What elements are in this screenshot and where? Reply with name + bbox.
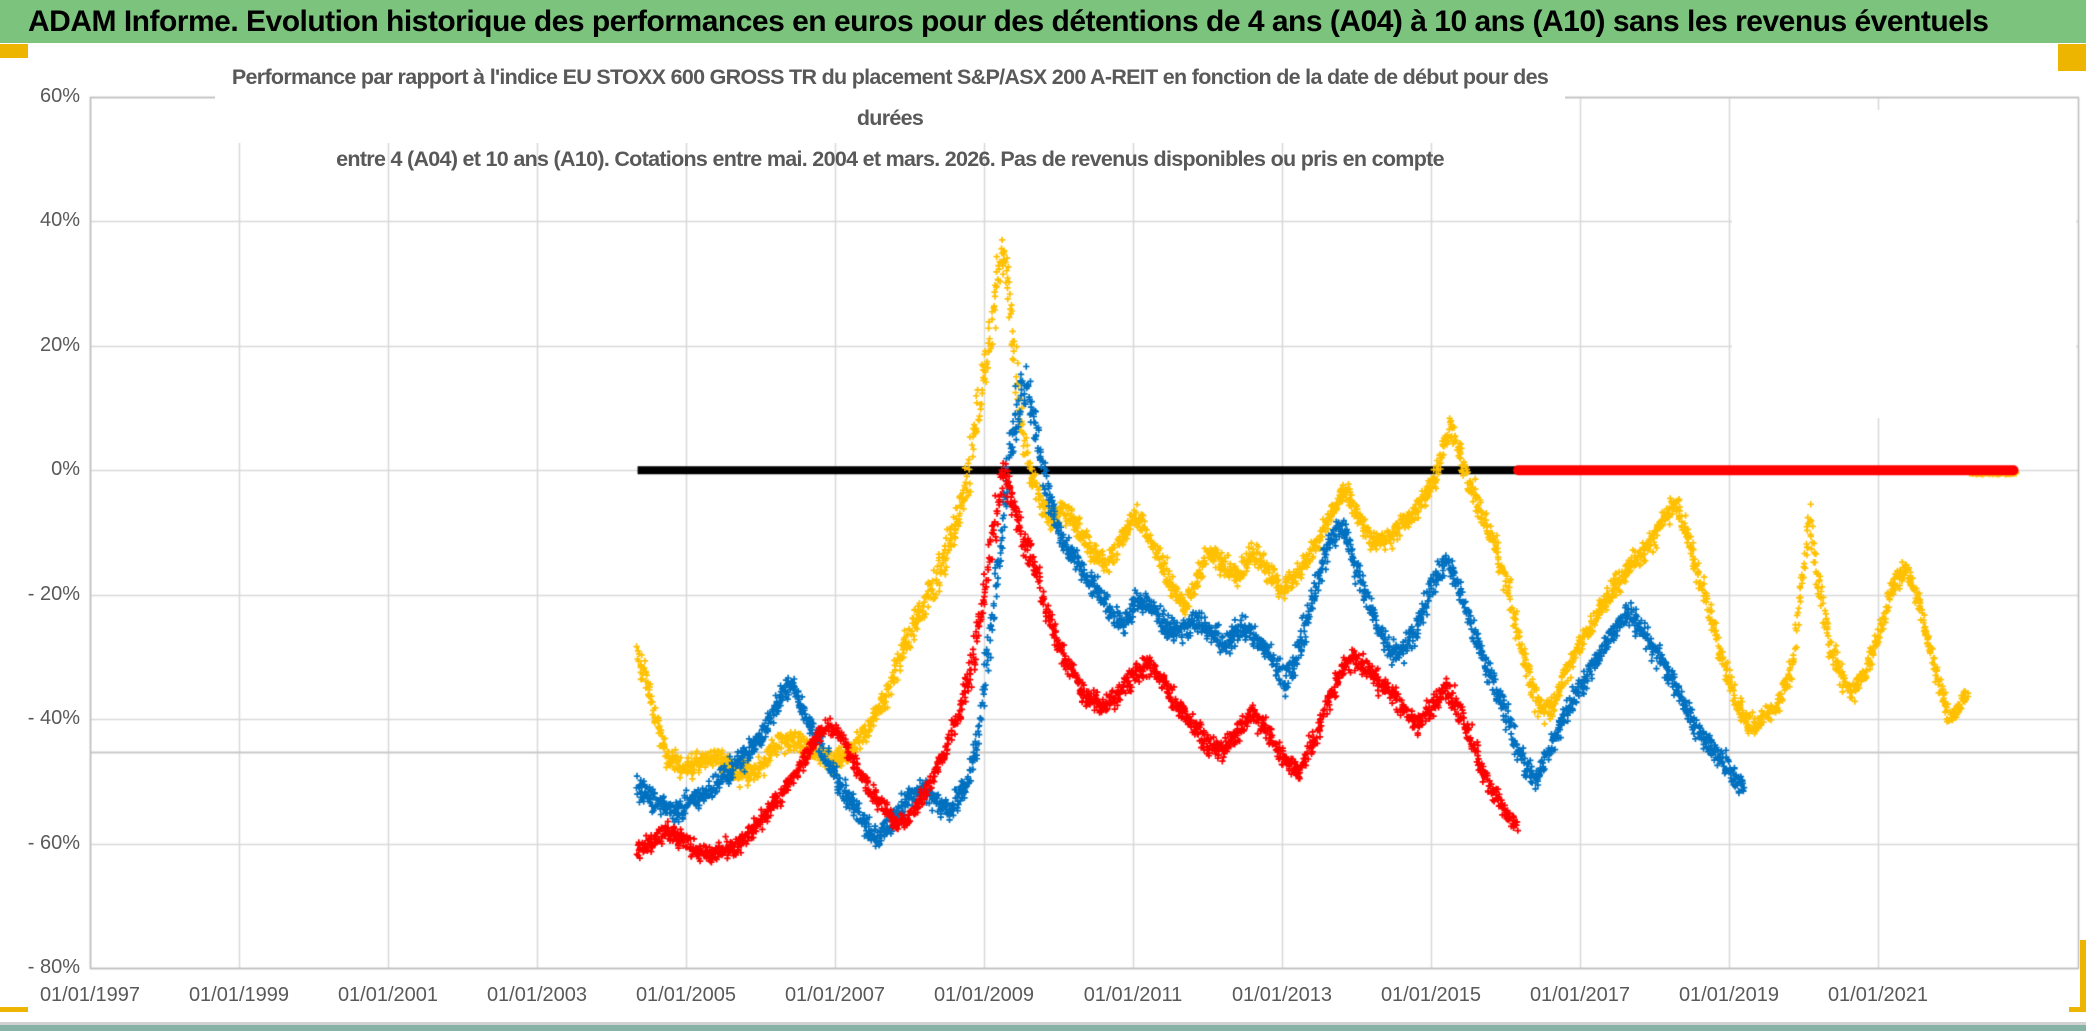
bottom-edge-bar [0,1025,2086,1031]
x-tick-label: 01/01/2003 [486,984,588,1006]
chart-title-line1: Performance par rapport à l'indice EU ST… [231,65,1549,130]
y-tick-label: 0% [51,458,80,481]
y-tick-label: 40% [39,209,80,232]
x-tick-label: 01/01/2013 [1231,984,1333,1006]
x-tick-label: 01/01/2001 [337,984,439,1006]
x-tick-label: 01/01/2015 [1380,984,1482,1006]
y-tick-label: - 20% [27,582,80,605]
x-tick-label: 01/01/2021 [1827,984,1929,1006]
report-header-bar: ADAM Informe. Evolution historique des p… [0,0,2086,43]
accent-top-left [0,44,28,58]
report-title: ADAM Informe. Evolution historique des p… [28,4,1989,38]
accent-right-edge [2080,940,2086,1022]
x-tick-label: 01/01/2019 [1678,984,1780,1006]
accent-top-right [2058,44,2086,71]
y-tick-label: 60% [39,85,80,108]
y-tick-label: - 80% [27,956,80,978]
x-tick-label: 01/01/2009 [933,984,1035,1006]
y-tick-label: - 60% [27,831,80,854]
x-tick-label: 01/01/2007 [784,984,886,1006]
x-tick-label: 01/01/1997 [39,984,141,1006]
bottom-divider-line [0,1022,2086,1025]
legend: + Rendement_A04 + Rendement_A07 + Rendem… [1732,110,2076,418]
x-tick-label: 01/01/2011 [1083,984,1183,1006]
chart-title-line2: entre 4 (A04) et 10 ans (A10). Cotations… [336,147,1444,171]
y-tick-label: 20% [39,333,80,356]
chart-title: Performance par rapport à l'indice EU ST… [215,57,1565,171]
x-tick-label: 01/01/1999 [188,984,290,1006]
x-tick-label: 01/01/2017 [1529,984,1631,1006]
x-tick-label: 01/01/2005 [635,984,737,1006]
y-tick-label: - 40% [27,707,80,730]
bottom-strip [0,1012,2086,1022]
